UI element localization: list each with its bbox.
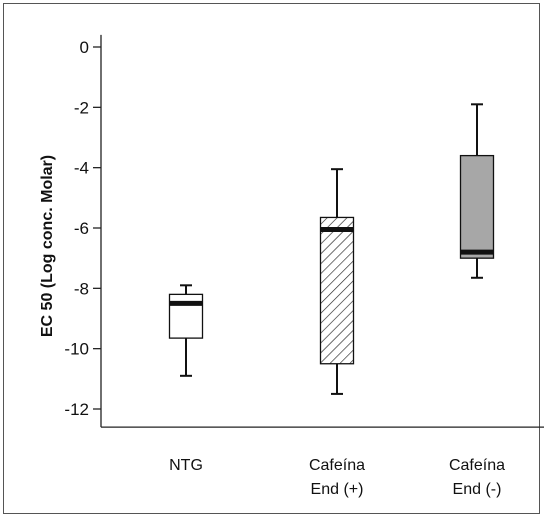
iqr-box (319, 216, 355, 365)
y-tick-label: -8 (74, 279, 89, 298)
axes: 0 -2 -4 -6 -8 -10 -12 NTG Cafeína End (+) Cafeína E… (64, 34, 544, 498)
plot-area (168, 103, 495, 395)
y-tick-label: -10 (64, 340, 89, 359)
y-tick-label: -6 (74, 219, 89, 238)
x-category-label: End (-) (453, 481, 502, 498)
iqr-box (459, 154, 495, 259)
x-category-label: NTG (169, 457, 203, 474)
chart-frame (3, 3, 540, 514)
y-axis-title: EC 50 (Log conc. Molar) (39, 155, 56, 337)
y-tick-label: 0 (80, 38, 89, 57)
y-tick-label: -12 (64, 400, 89, 419)
y-tick-label: -4 (74, 159, 89, 178)
x-category-label: Cafeína (449, 457, 505, 474)
y-tick-label: -2 (74, 98, 89, 117)
x-category-label: Cafeína (309, 457, 365, 474)
x-category-label: End (+) (311, 481, 364, 498)
